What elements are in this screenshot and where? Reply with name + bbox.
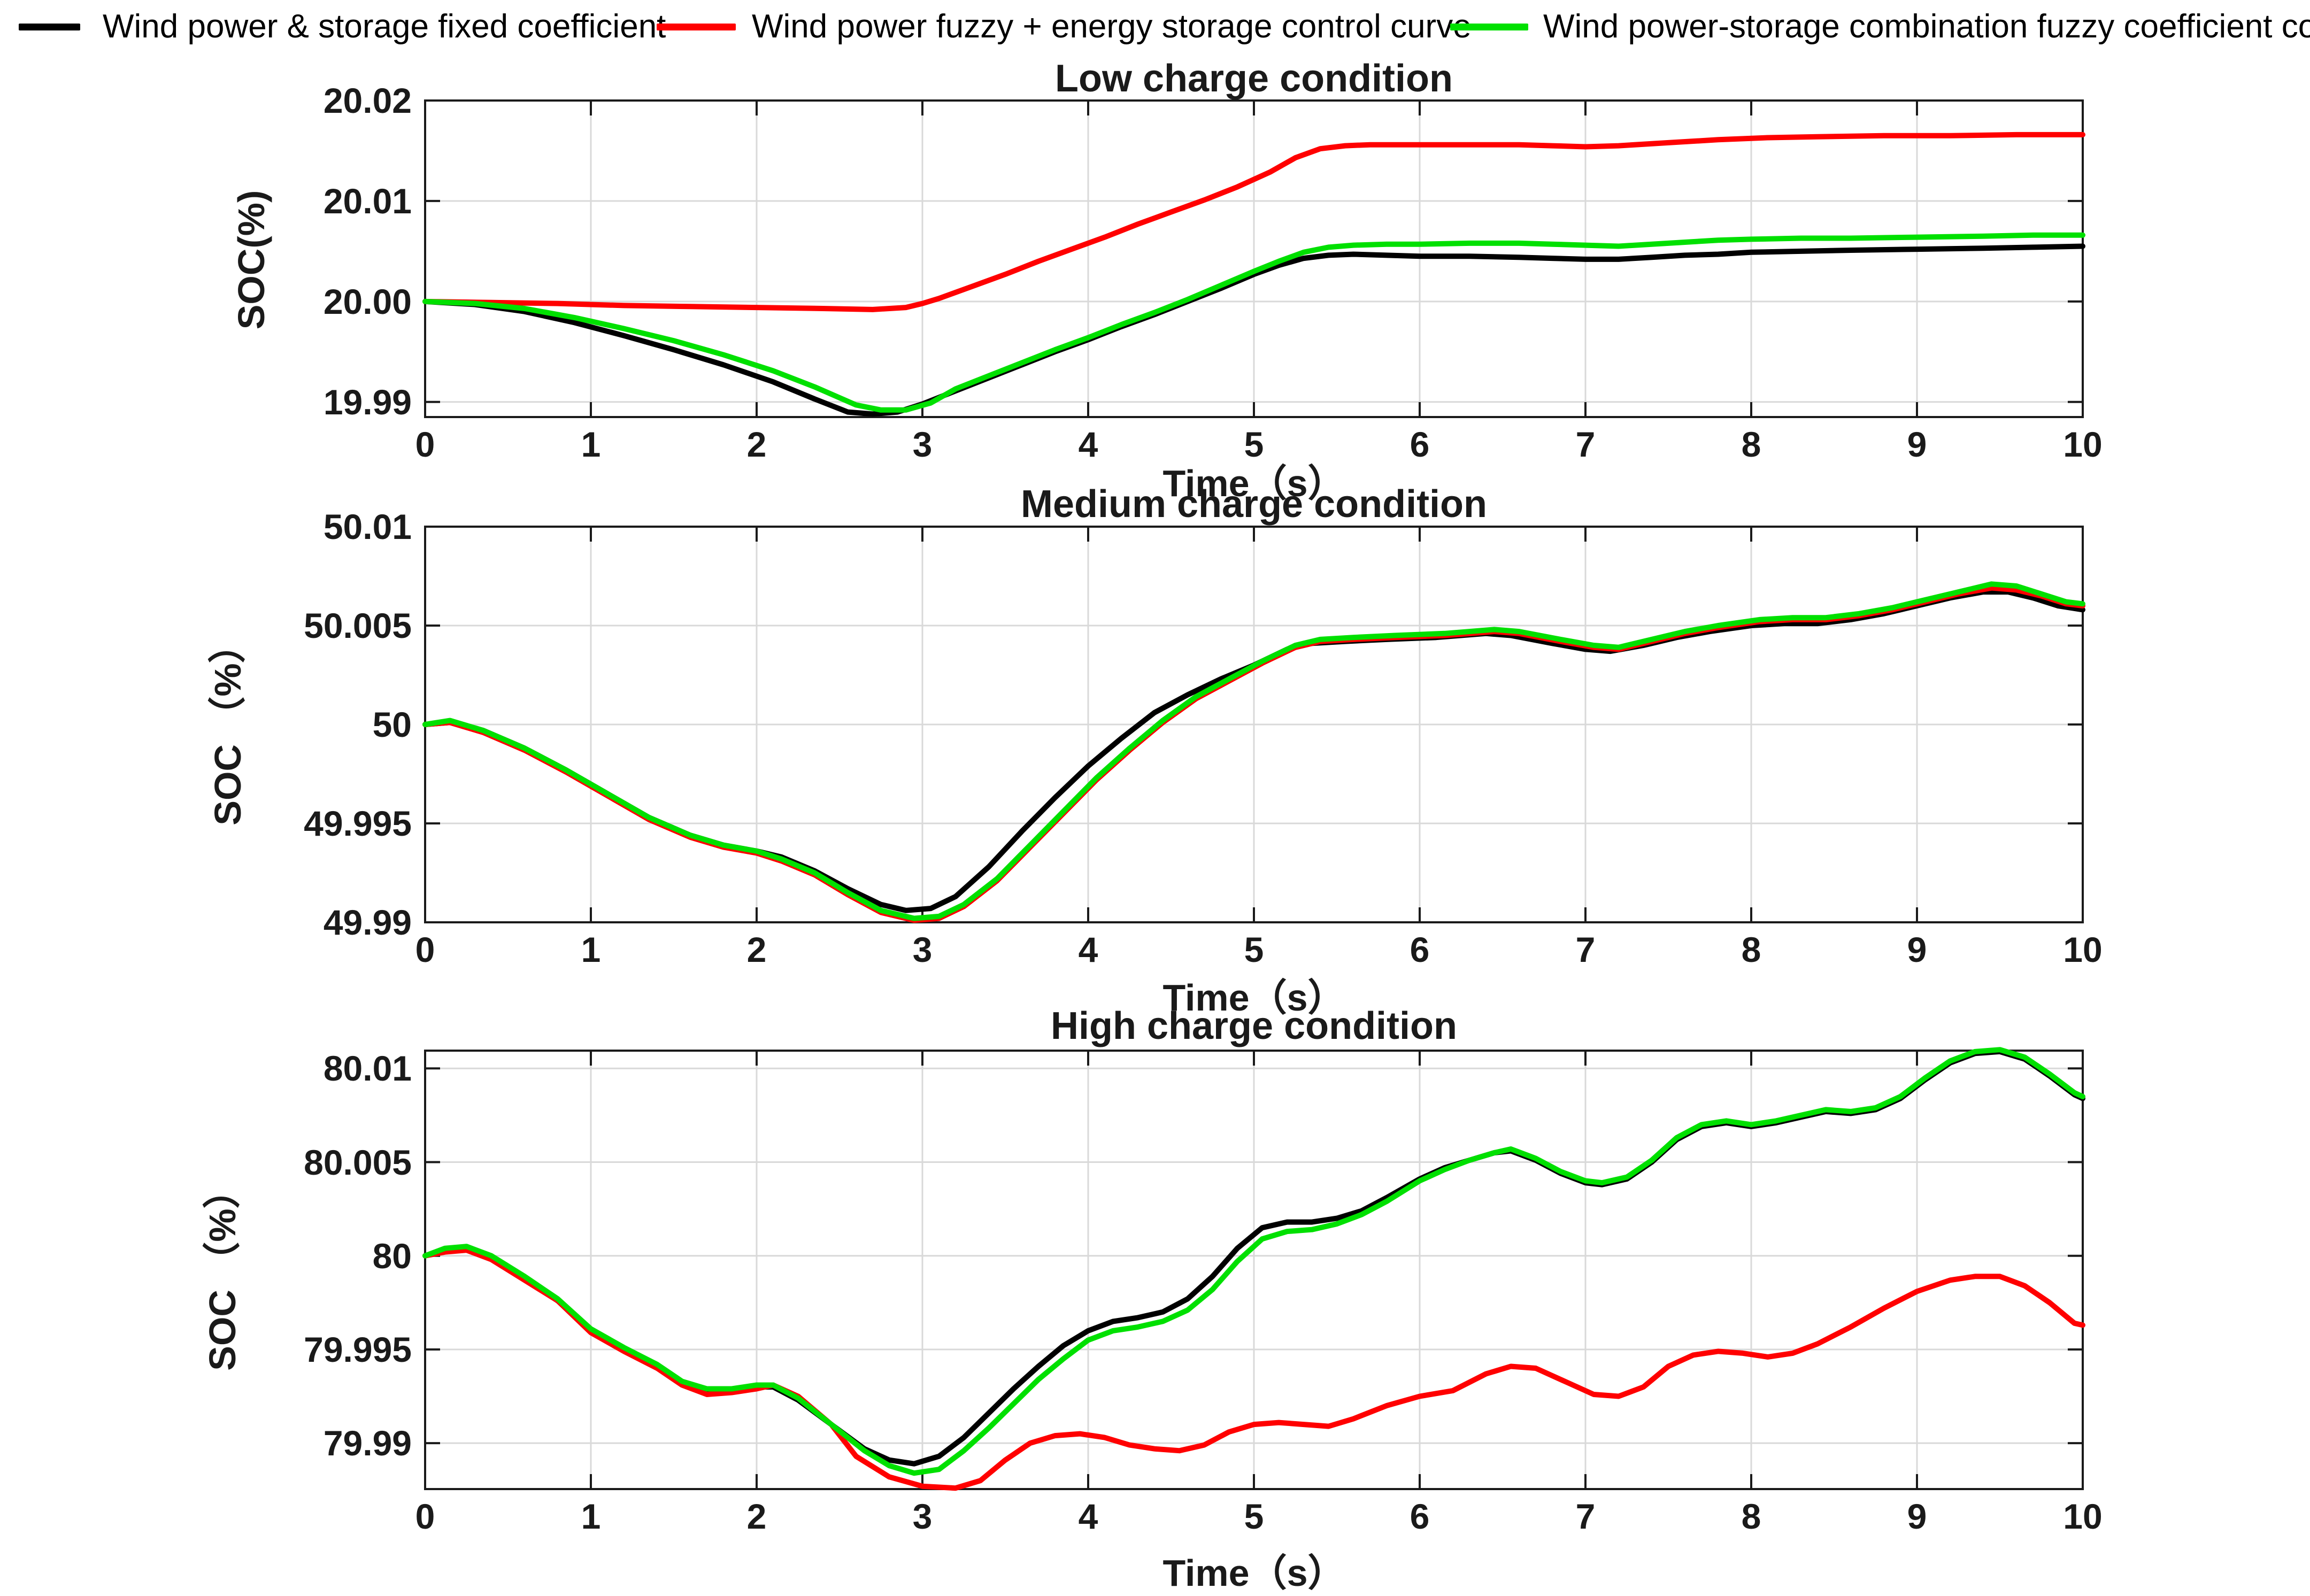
x-tick-label: 7 xyxy=(1575,425,1596,464)
x-tick-label: 0 xyxy=(415,930,435,969)
x-tick-label: 5 xyxy=(1244,425,1264,464)
x-tick-label: 6 xyxy=(1410,425,1430,464)
y-tick-label: 50 xyxy=(372,705,412,744)
x-tick-label: 8 xyxy=(1741,1497,1761,1536)
x-tick-label: 7 xyxy=(1575,930,1596,969)
x-tick-label: 1 xyxy=(581,1497,601,1536)
x-tick-label: 2 xyxy=(746,425,767,464)
legend-line-swatch-red xyxy=(657,24,736,30)
y-tick-label: 49.995 xyxy=(304,804,412,843)
x-tick-label: 6 xyxy=(1410,1497,1430,1536)
y-tick-label: 79.99 xyxy=(323,1423,412,1463)
x-tick-label: 5 xyxy=(1244,930,1264,969)
x-tick-label: 4 xyxy=(1078,930,1098,969)
curve-wind-power-storage-fixed-coefficient xyxy=(422,243,2085,417)
y-tick-label: 20.01 xyxy=(323,181,412,221)
x-tick-label: 4 xyxy=(1078,1497,1098,1536)
y-tick-label: 19.99 xyxy=(323,382,412,422)
x-tick-label: 9 xyxy=(1907,930,1927,969)
x-tick-label: 1 xyxy=(581,930,601,969)
x-tick-label: 1 xyxy=(581,425,601,464)
x-tick-label: 9 xyxy=(1907,425,1927,464)
x-axis-label-medium: Time（s） xyxy=(1162,977,1345,1019)
x-tick-label: 3 xyxy=(912,425,933,464)
x-tick-label: 6 xyxy=(1410,930,1430,969)
y-tick-label: 80 xyxy=(372,1236,412,1276)
y-tick-label: 20.00 xyxy=(323,281,412,321)
x-tick-label: 5 xyxy=(1244,1497,1264,1536)
x-tick-label: 7 xyxy=(1575,1497,1596,1536)
x-tick-label: 10 xyxy=(2063,1497,2103,1536)
y-tick-label: 20.02 xyxy=(323,81,412,120)
x-tick-label: 8 xyxy=(1741,930,1761,969)
x-tick-label: 3 xyxy=(912,1497,933,1536)
y-tick-label: 79.995 xyxy=(304,1329,412,1369)
x-tick-label: 8 xyxy=(1741,425,1761,464)
legend-label: Wind power-storage combination fuzzy coe… xyxy=(1543,8,2310,45)
legend-label: Wind power fuzzy + energy storage contro… xyxy=(752,8,1472,45)
legend-line-swatch-black xyxy=(19,24,80,30)
x-tick-label: 4 xyxy=(1078,425,1098,464)
x-tick-label: 0 xyxy=(415,1497,435,1536)
x-tick-label: 2 xyxy=(746,1497,767,1536)
y-tick-label: 49.99 xyxy=(323,903,412,942)
legend-line-swatch-green xyxy=(1450,24,1528,30)
legend-label: Wind power & storage fixed coefficient xyxy=(103,8,666,45)
x-tick-label: 0 xyxy=(415,425,435,464)
chart-title-high: High charge condition xyxy=(1050,1005,1457,1047)
curve-wind-power-fuzzy-energy-storage-control-curve xyxy=(422,1247,2085,1491)
x-axis-label-high: Time（s） xyxy=(1162,1552,1345,1594)
chart-title-medium: Medium charge condition xyxy=(1020,483,1488,526)
y-tick-label: 80.005 xyxy=(304,1142,412,1182)
x-tick-label: 2 xyxy=(746,930,767,969)
x-axis-label-low: Time（s） xyxy=(1162,462,1345,504)
x-tick-label: 9 xyxy=(1907,1497,1927,1536)
curve-wind-power-fuzzy-energy-storage-control-curve xyxy=(422,132,2085,312)
curve-wind-power-storage-combination-fuzzy-coefficient-control xyxy=(422,581,2085,921)
chart-title-low: Low charge condition xyxy=(1054,57,1453,100)
curve-wind-power-storage-combination-fuzzy-coefficient-control xyxy=(422,1047,2085,1476)
curve-wind-power-storage-combination-fuzzy-coefficient-control xyxy=(422,232,2085,413)
x-tick-label: 10 xyxy=(2063,425,2103,464)
x-tick-label: 10 xyxy=(2063,930,2103,969)
y-tick-label: 50.01 xyxy=(323,507,412,546)
x-tick-label: 3 xyxy=(912,930,933,969)
y-tick-label: 80.01 xyxy=(323,1048,412,1089)
y-tick-label: 50.005 xyxy=(304,606,412,645)
